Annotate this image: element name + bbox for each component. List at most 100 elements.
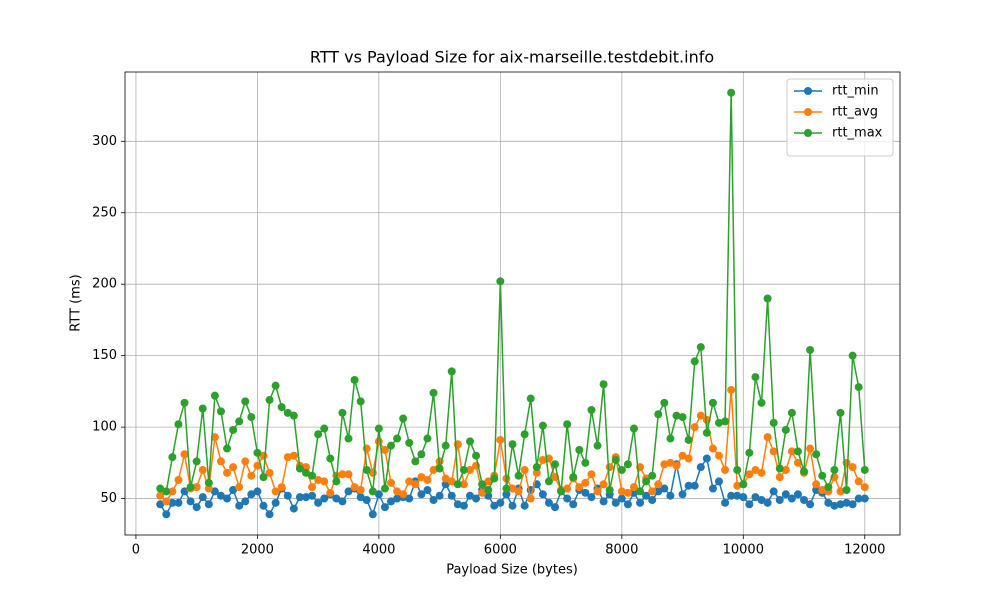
data-point (733, 481, 742, 490)
data-point (842, 485, 851, 494)
data-point (514, 471, 523, 480)
data-point (538, 490, 547, 499)
data-point (781, 425, 790, 434)
data-point (690, 357, 699, 366)
data-point (465, 491, 474, 500)
data-point (423, 434, 432, 443)
data-point (611, 455, 620, 464)
data-point (605, 485, 614, 494)
data-point (605, 463, 614, 472)
data-point (204, 500, 213, 509)
data-point (271, 487, 280, 496)
data-point (678, 490, 687, 499)
data-point (544, 477, 553, 486)
data-point (253, 487, 262, 496)
data-point (162, 497, 171, 506)
data-point (690, 423, 699, 432)
data-point (216, 457, 225, 466)
data-point (459, 480, 468, 489)
data-point (824, 483, 833, 492)
data-point (696, 411, 705, 420)
data-point (818, 485, 827, 494)
data-point (715, 418, 724, 427)
data-point (538, 455, 547, 464)
data-point (563, 494, 572, 503)
data-point (229, 485, 238, 494)
data-point (757, 398, 766, 407)
data-point (192, 503, 201, 512)
data-point (648, 487, 657, 496)
y-tick-label: 250 (92, 205, 117, 220)
x-tick-label: 6000 (484, 543, 517, 558)
data-point (198, 465, 207, 474)
legend-box (786, 78, 894, 157)
data-point (520, 501, 529, 510)
data-point (818, 471, 827, 480)
data-point (283, 491, 292, 500)
data-point (174, 475, 183, 484)
data-point (447, 367, 456, 376)
data-point (326, 488, 335, 497)
data-point (800, 495, 809, 504)
data-point (563, 484, 572, 493)
data-point (301, 463, 310, 472)
data-point (271, 498, 280, 507)
y-tick-label: 50 (100, 491, 117, 506)
data-point (429, 388, 438, 397)
x-tick-label: 12000 (844, 543, 885, 558)
data-point (441, 474, 450, 483)
data-point (787, 408, 796, 417)
data-point (775, 464, 784, 473)
data-point (769, 418, 778, 427)
data-point (277, 483, 286, 492)
data-point (301, 468, 310, 477)
data-point (678, 451, 687, 460)
data-point (502, 484, 511, 493)
data-point (168, 498, 177, 507)
data-point (295, 493, 304, 502)
data-point (423, 485, 432, 494)
x-tick-label: 4000 (362, 543, 395, 558)
data-point (848, 351, 857, 360)
data-point (629, 483, 638, 492)
data-point (575, 483, 584, 492)
data-point (672, 411, 681, 420)
data-point (374, 490, 383, 499)
data-point (411, 480, 420, 489)
data-point (751, 465, 760, 474)
data-point (666, 491, 675, 500)
data-point (812, 450, 821, 459)
data-point (702, 428, 711, 437)
data-point (186, 497, 195, 506)
data-point (162, 510, 171, 519)
data-point (617, 487, 626, 496)
data-point (223, 468, 232, 477)
data-point (629, 424, 638, 433)
data-point (380, 445, 389, 454)
data-point (696, 463, 705, 472)
data-point (684, 481, 693, 490)
data-point (575, 445, 584, 454)
data-point (417, 473, 426, 482)
legend-label: rtt_avg (832, 105, 878, 120)
data-point (733, 491, 742, 500)
data-point (484, 477, 493, 486)
data-point (672, 461, 681, 470)
data-point (642, 477, 651, 486)
x-tick-label: 10000 (723, 543, 764, 558)
data-point (229, 463, 238, 472)
data-point (563, 420, 572, 429)
data-point (800, 467, 809, 476)
data-point (514, 487, 523, 496)
data-point (860, 494, 869, 503)
data-point (538, 421, 547, 430)
data-point (848, 500, 857, 509)
legend-label: rtt_min (832, 84, 879, 99)
data-point (484, 491, 493, 500)
data-point (253, 448, 262, 457)
data-point (806, 345, 815, 354)
data-point (660, 398, 669, 407)
data-point (356, 397, 365, 406)
data-point (265, 395, 274, 404)
